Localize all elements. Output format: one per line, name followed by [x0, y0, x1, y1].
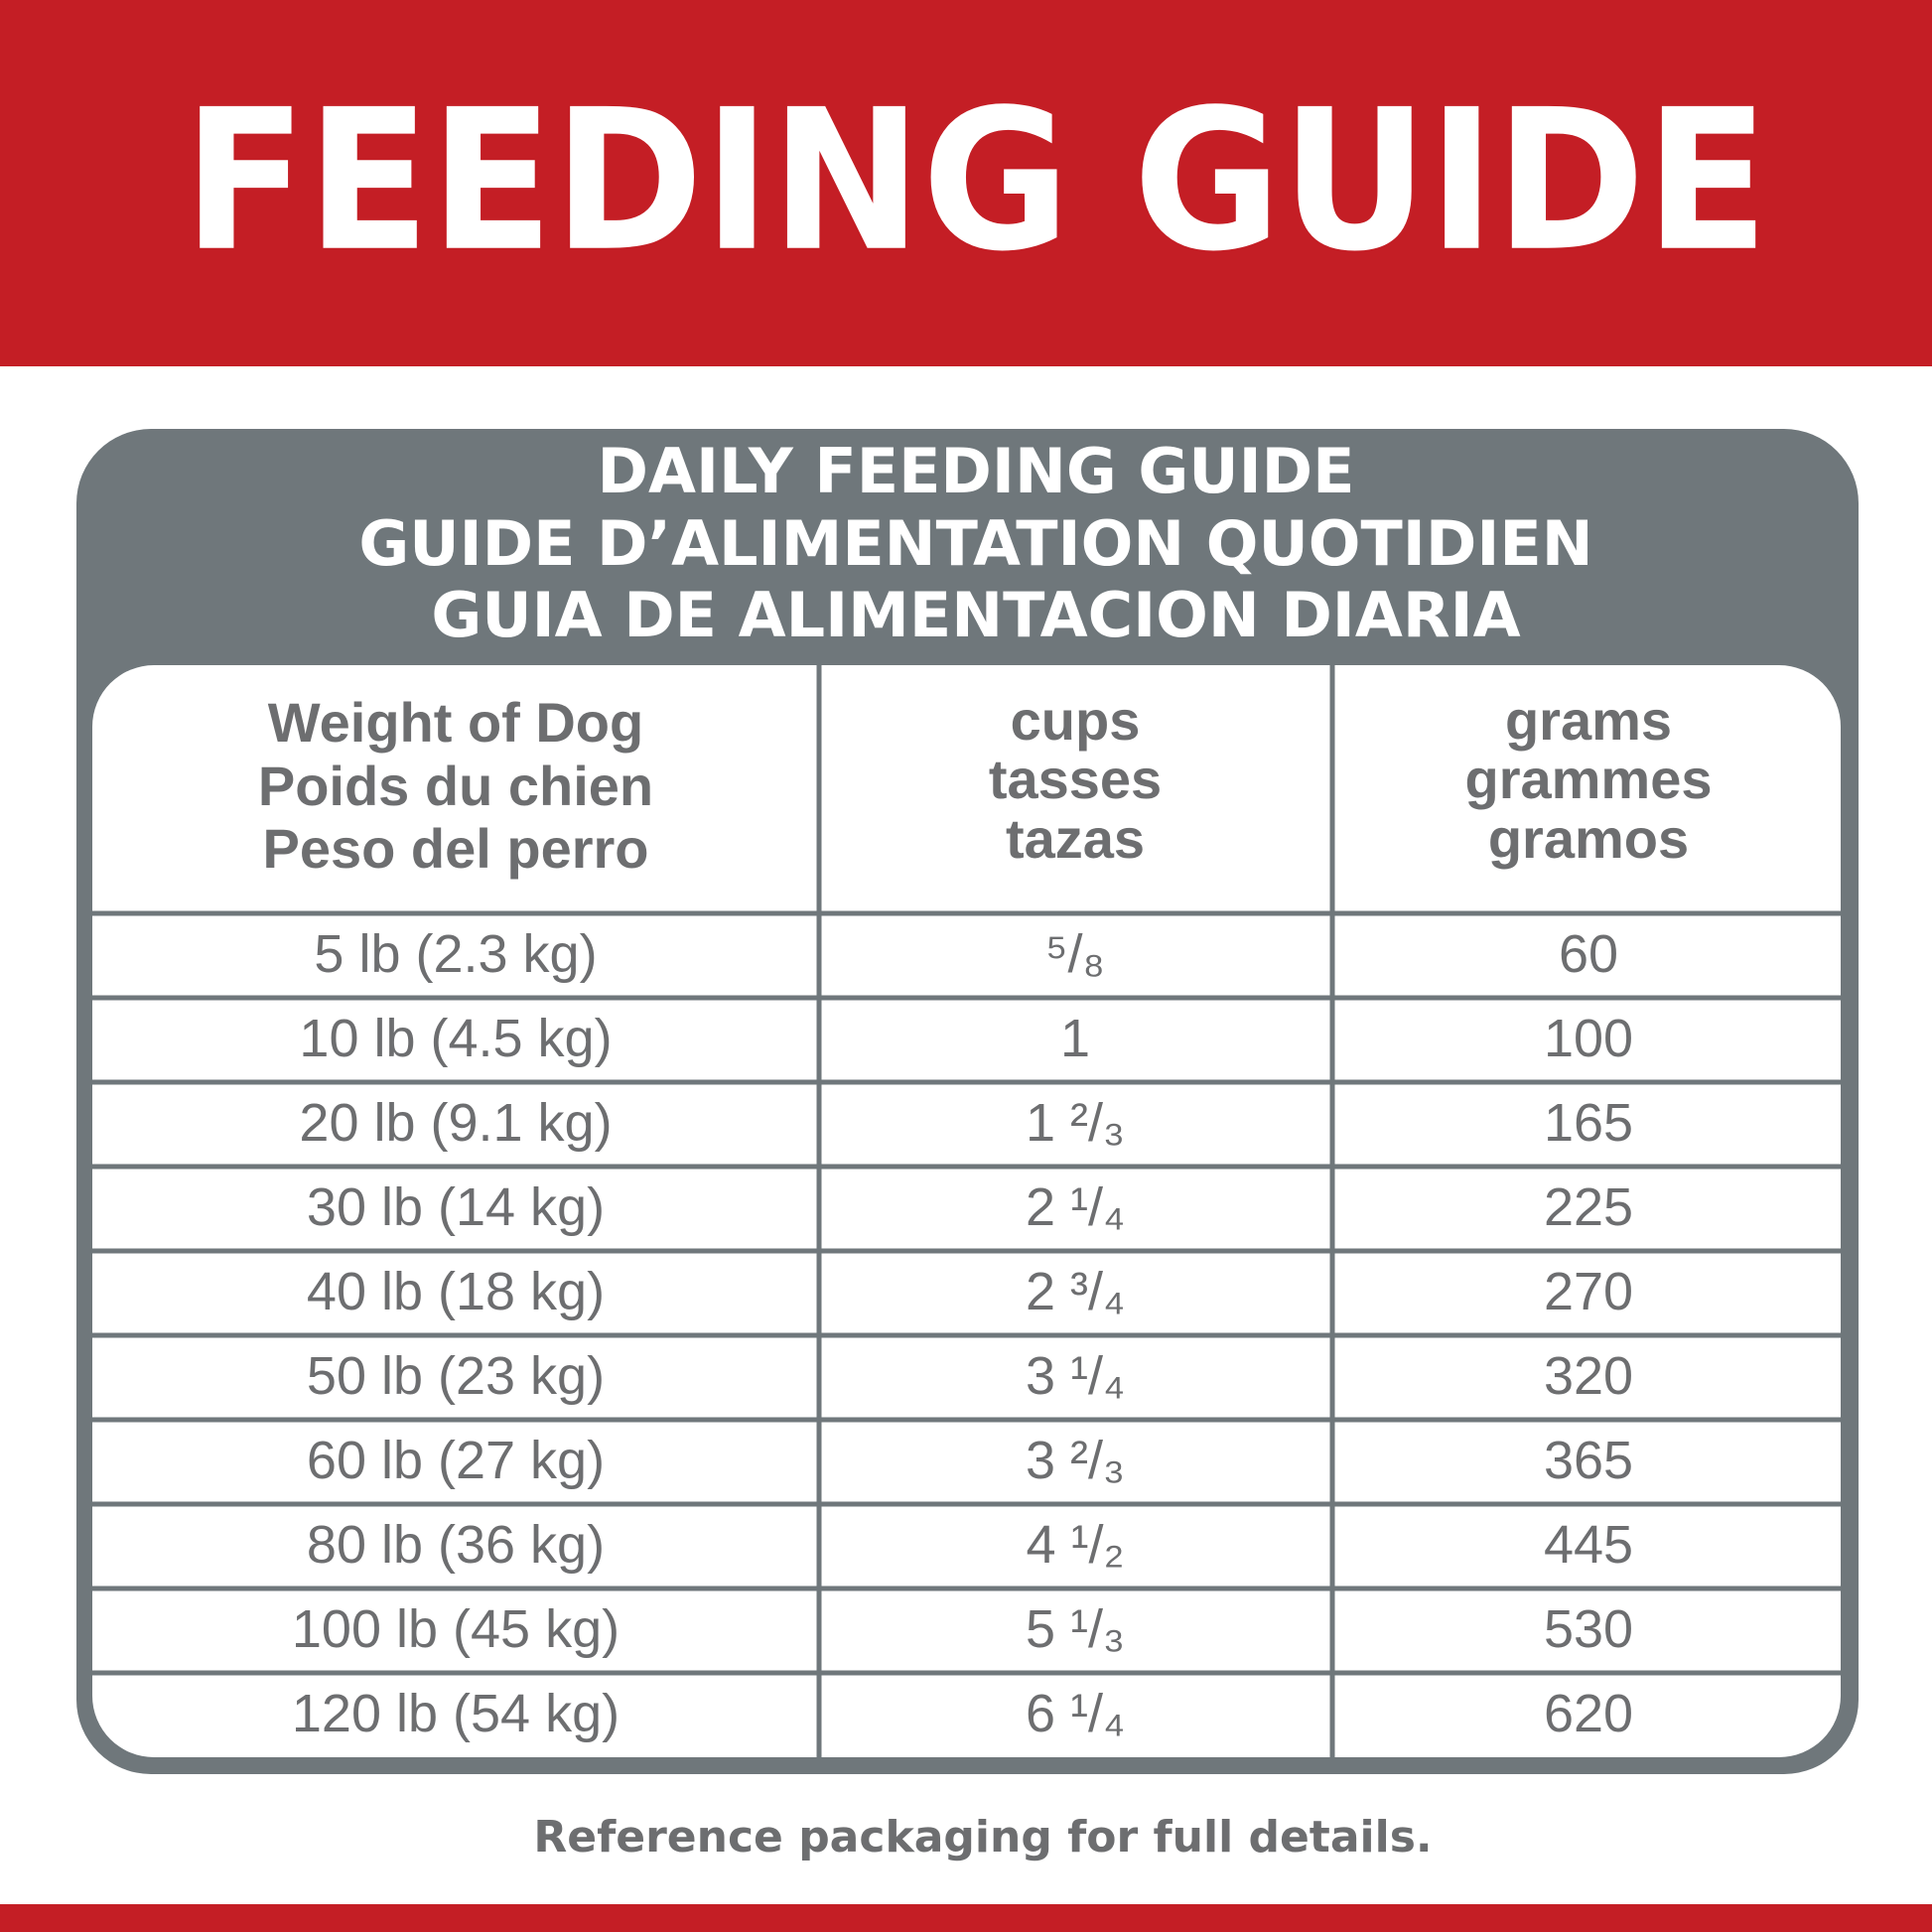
cell: 3 ¹/₄: [1026, 1346, 1125, 1406]
column-header: cups: [1011, 689, 1141, 752]
cell: 620: [1544, 1684, 1633, 1743]
cell: 120 lb (54 kg): [292, 1684, 620, 1743]
page-title: FEEDING GUIDE: [184, 69, 1769, 295]
cell: 2 ³/₄: [1026, 1262, 1125, 1321]
cell: ⁵/₈: [1045, 924, 1105, 984]
column-header: grammes: [1464, 748, 1712, 810]
cell: 4 ¹/₂: [1027, 1515, 1125, 1575]
cell: 1: [1060, 1009, 1090, 1068]
column-header: Poids du chien: [258, 755, 653, 817]
cell: 365: [1544, 1431, 1633, 1490]
table-title: DAILY FEEDING GUIDE: [598, 435, 1355, 507]
cell: 80 lb (36 kg): [307, 1515, 605, 1575]
cell: 5 lb (2.3 kg): [314, 924, 597, 984]
table-body: [92, 665, 1841, 1757]
column-header: grams: [1505, 689, 1672, 752]
cell: 165: [1544, 1093, 1633, 1153]
cell: 50 lb (23 kg): [307, 1346, 605, 1406]
cell: 100 lb (45 kg): [292, 1599, 620, 1659]
cell: 530: [1544, 1599, 1633, 1659]
table-title: GUIDE D’ALIMENTATION QUOTIDIEN: [358, 507, 1592, 580]
column-header: tasses: [989, 748, 1162, 810]
cell: 270: [1544, 1262, 1633, 1321]
column-header: gramos: [1488, 807, 1689, 870]
cell: 30 lb (14 kg): [307, 1177, 605, 1237]
cell: 1 ²/₃: [1026, 1093, 1125, 1153]
footer-band: [0, 1904, 1932, 1932]
table-title: GUIA DE ALIMENTACION DIARIA: [431, 579, 1520, 651]
column-header: Peso del perro: [262, 817, 648, 880]
cell: 5 ¹/₃: [1026, 1599, 1125, 1659]
footer-note: Reference packaging for full details.: [533, 1812, 1432, 1863]
cell: 60 lb (27 kg): [307, 1431, 605, 1490]
cell: 40 lb (18 kg): [307, 1262, 605, 1321]
cell: 6 ¹/₄: [1026, 1684, 1125, 1743]
column-header: tazas: [1006, 807, 1145, 870]
cell: 10 lb (4.5 kg): [299, 1009, 612, 1068]
cell: 225: [1544, 1177, 1633, 1237]
cell: 320: [1544, 1346, 1633, 1406]
cell: 20 lb (9.1 kg): [299, 1093, 612, 1153]
header-band: [0, 0, 1932, 366]
cell: 60: [1559, 924, 1618, 984]
cell: 3 ²/₃: [1026, 1431, 1125, 1490]
cell: 100: [1544, 1009, 1633, 1068]
column-header: Weight of Dog: [268, 691, 643, 754]
cell: 445: [1544, 1515, 1633, 1575]
cell: 2 ¹/₄: [1026, 1177, 1125, 1237]
